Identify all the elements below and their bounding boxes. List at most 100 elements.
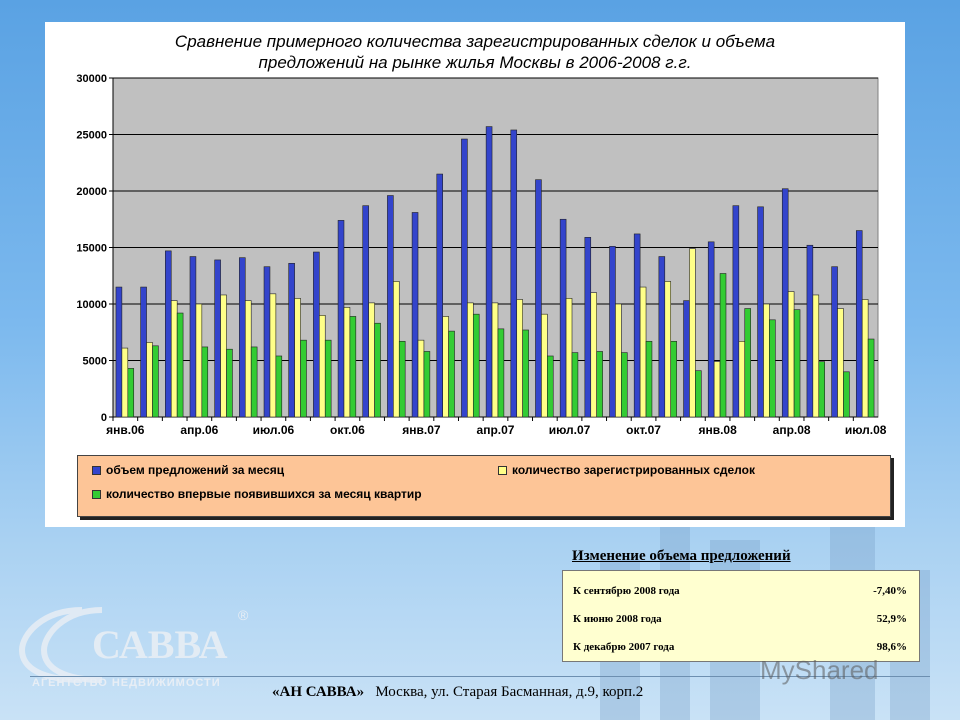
summary-row-label: К сентябрю 2008 года [573,585,680,597]
bar-series-1 [244,300,252,418]
legend-label-deals: количество зарегистрированных сделок [512,463,755,477]
bar-series-2 [843,371,850,418]
legend-item-offers: объем предложений за месяц [92,463,284,477]
bar-series-1 [417,339,425,418]
bar-series-1 [368,302,375,418]
bar-series-1 [738,340,746,418]
bar-series-2 [596,351,603,418]
bar-series-0 [781,188,789,418]
bar-series-1 [763,303,770,418]
bar-series-0 [658,256,666,418]
bar-series-0 [239,257,246,418]
logo-subtitle: АГЕНТСТВО НЕДВИЖИМОСТИ [32,677,221,689]
legend-label-new-flats: количество впервые появившихся за месяц … [106,487,422,501]
bar-series-2 [769,319,776,418]
legend-swatch-new-flats [92,489,101,499]
bar-series-0 [559,218,567,418]
bar-series-0 [855,230,863,418]
bar-series-2 [423,351,431,418]
bar-series-2 [324,339,332,418]
summary-table: К сентябрю 2008 года -7,40% К июню 2008 … [562,570,920,662]
bar-series-1 [664,281,672,418]
summary-row-value: 52,9% [876,613,907,625]
x-tick-label: апр.07 [477,423,515,437]
legend-item-deals: количество зарегистрированных сделок [498,463,755,477]
summary-row-value: -7,40% [873,585,907,597]
bar-series-0 [189,256,197,418]
chart-legend: объем предложений за месяц количество за… [77,455,891,517]
bar-series-1 [442,316,449,418]
bar-series-0 [288,263,295,418]
bar-series-0 [214,259,221,418]
chart-title-line2: предложений на рынке жилья Москвы в 2006… [258,53,692,72]
bar-series-2 [547,355,554,418]
y-tick-label: 30000 [76,73,107,85]
bar-series-1 [121,347,129,418]
bar-series-1 [541,313,548,418]
bar-series-0 [165,250,172,418]
bar-series-2 [374,322,381,418]
bar-series-0 [633,233,641,418]
y-tick-label: 15000 [76,243,107,255]
bar-chart: 0 5000 10000 15000 20000 25000 30000 янв.06 апр.… [76,73,886,437]
bar-series-1 [491,302,499,418]
bar-series-1 [713,361,721,418]
bar-series-0 [683,300,690,418]
x-tick-label: апр.08 [773,423,811,437]
bar-series-1 [565,298,573,418]
bar-series-0 [707,241,715,418]
chart-title-line1: Сравнение примерного количества зарегист… [174,32,776,51]
bar-series-0 [115,286,123,418]
bar-series-0 [609,246,616,418]
bar-series-1 [343,307,351,418]
bar-series-2 [793,309,801,418]
bar-series-0 [461,138,468,418]
bar-series-2 [497,328,505,418]
bar-series-1 [195,303,203,418]
bar-series-2 [522,329,529,418]
summary-row: К сентябрю 2008 года -7,40% [573,585,907,597]
chart-panel: Сравнение примерного количества зарегист… [45,22,905,527]
x-tick-label: апр.06 [180,423,218,437]
bar-series-2 [275,355,283,418]
y-tick-label: 5000 [83,356,107,368]
bar-series-1 [170,300,178,418]
bar-series-2 [744,308,751,418]
bar-series-2 [571,352,579,418]
bar-series-2 [176,312,184,418]
bar-series-1 [393,281,400,418]
bar-series-0 [263,266,271,418]
logo-name: САВВА [92,622,228,667]
bar-series-0 [535,179,542,418]
x-tick-label: янв.07 [402,423,441,437]
bar-series-2 [719,273,727,418]
bar-series-1 [220,294,227,418]
bar-series-1 [615,303,622,418]
summary-row: К июню 2008 года 52,9% [573,613,907,625]
bar-series-1 [689,248,696,418]
bar-series-2 [300,339,307,418]
bar-series-1 [590,292,597,418]
bar-series-1 [639,286,647,418]
footer-address: Москва, ул. Старая Басманная, д.9, корп.… [375,684,644,700]
bar-series-1 [319,314,326,418]
bar-series-2 [818,361,825,418]
footer-divider [30,676,930,677]
bar-series-0 [485,126,493,418]
bar-series-1 [812,294,820,418]
bar-series-0 [806,244,814,418]
bar-series-0 [732,205,740,418]
legend-swatch-deals [498,465,507,475]
bar-series-1 [467,302,474,418]
bar-series-2 [127,368,135,418]
x-tick-label: окт.07 [626,423,661,437]
legend-swatch-offers [92,465,101,475]
y-tick-label: 20000 [76,186,107,198]
bar-series-0 [584,237,592,418]
bar-series-2 [250,346,258,418]
y-tick-label: 25000 [76,130,107,142]
bar-series-2 [695,370,702,418]
x-tick-label: окт.06 [330,423,365,437]
x-tick-label: июл.07 [549,423,591,437]
bar-series-2 [472,313,480,418]
